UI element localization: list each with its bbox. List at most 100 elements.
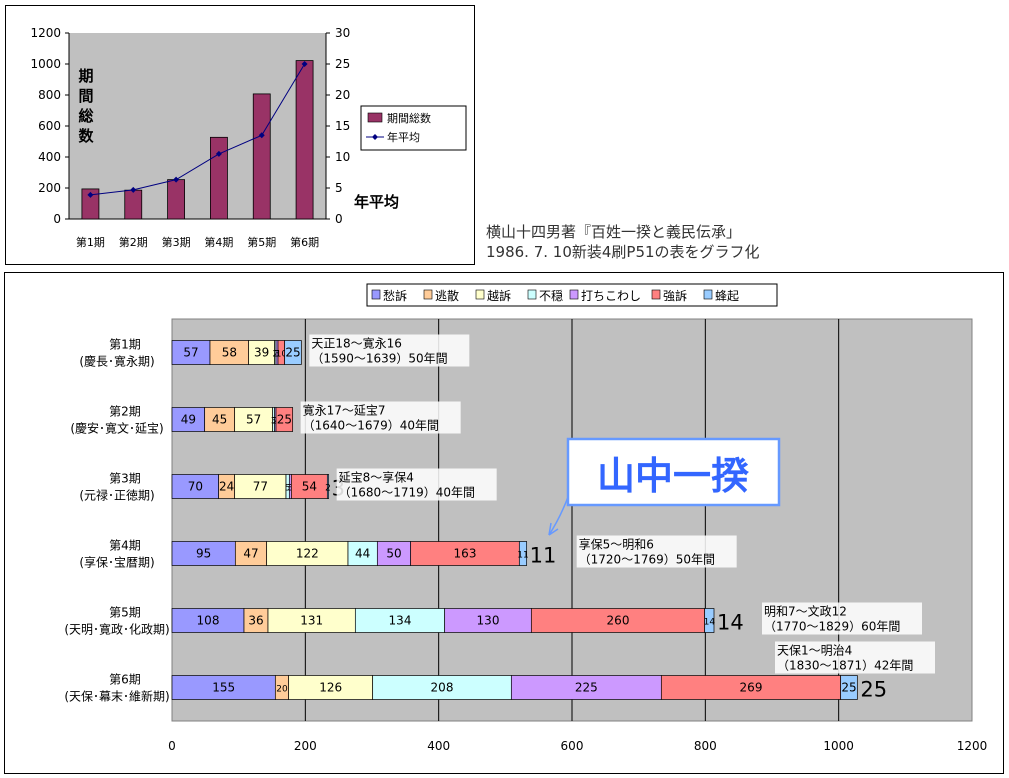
segment-value-label: 14: [704, 618, 716, 628]
period-note-range: 天保1～明治4: [777, 644, 852, 658]
category-sublabel: (享保･宝暦期): [79, 555, 154, 570]
segment-value-label: 25: [277, 413, 292, 427]
bar-segment: [234, 474, 287, 499]
callout: 山中一揆: [548, 437, 781, 536]
segment-value-label: 58: [222, 346, 237, 360]
legend-swatch: [703, 289, 713, 300]
breakdown-chart-panel: 0 200 400 600 800 1000 1200 愁訴 逃散 越訴 不穏 打ちこわし 強訴 蜂起 第1…: [4, 272, 1004, 774]
category-sublabel: (天明･寛政･化政期): [64, 622, 169, 637]
bar-segment: [444, 608, 532, 633]
bar-segment: [518, 541, 528, 566]
x-tick-label: 800: [694, 739, 717, 753]
segment-value-label: 70: [188, 480, 203, 494]
left-tick-label: 400: [38, 150, 61, 164]
bar-segment: [171, 340, 211, 365]
period-note-range: 享保5～明和6: [579, 537, 654, 552]
period-note-box: [762, 602, 922, 635]
bar-segment: [284, 340, 302, 365]
left-tick-label: 800: [38, 88, 61, 102]
segment-value-label: 49: [181, 413, 196, 427]
segment-value-label: 20: [276, 685, 288, 695]
bar-segment: [354, 608, 446, 633]
legend-label: 愁訴: [383, 288, 407, 303]
x-tick-label: 0: [168, 739, 176, 753]
trailing-value-label: 25: [860, 678, 887, 702]
left-tick-label: 1200: [30, 26, 61, 40]
caption-line-1: 横山十四男著『百姓一揆と義民伝承」: [486, 223, 742, 241]
bar-segment: [376, 541, 412, 566]
period-note-box: [309, 334, 470, 367]
segment-value-label: 108: [197, 614, 220, 628]
segment-value-label: 3: [274, 350, 280, 360]
bar-segment: [243, 608, 269, 633]
period-note-range: 明和7～文政12: [764, 604, 847, 619]
segment-value-label: 45: [212, 413, 227, 427]
x-tick-label: 1200: [957, 739, 988, 753]
period-note-box: [775, 641, 935, 674]
bar-segment: [234, 407, 274, 432]
right-axis-title: 年平均: [354, 193, 399, 211]
category-label: 第4期: [204, 235, 233, 249]
segment-value-label: 2: [272, 350, 278, 360]
right-tick-label: 25: [335, 57, 350, 71]
x-tick-label: 1000: [823, 739, 854, 753]
period-note-box: [300, 401, 461, 434]
segment-value-label: 57: [183, 346, 198, 360]
category-sublabel: (慶長･寛永期): [79, 354, 154, 369]
bar: [252, 93, 271, 220]
segment-value-label: 44: [355, 547, 370, 561]
trailing-value-label: 11: [530, 544, 557, 568]
right-tick-label: 5: [335, 181, 343, 195]
legend-swatch-bar: [367, 112, 383, 123]
segment-value-label: 11: [517, 551, 528, 561]
period-note-years: （1590～1639）50年間: [311, 352, 447, 366]
segment-value-label: 269: [740, 681, 763, 695]
breakdown-chart: 0 200 400 600 800 1000 1200 愁訴 逃散 越訴 不穏 打ちこわし 強訴 蜂起第1…: [64, 283, 988, 753]
legend-marker: [372, 134, 378, 140]
right-tick-label: 20: [335, 88, 350, 102]
summary-chart-panel: 0 200 400 600 800 1000 1200 0 5 10 15 20 25 30 期間総数年平均…: [5, 5, 475, 265]
category-label: 第3期: [162, 235, 191, 249]
segment-value-label: 155: [212, 681, 235, 695]
bar-segment: [171, 608, 245, 633]
callout-text: 山中一揆: [597, 454, 749, 498]
bar-segment: [326, 474, 330, 499]
segment-value-label: 47: [243, 547, 258, 561]
period-note-range: 延宝8～享保4: [339, 470, 414, 485]
segment-value-label: 77: [253, 480, 268, 494]
left-axis-title-char: 期: [78, 67, 93, 85]
segment-value-label: 25: [841, 681, 856, 695]
category-sublabel: (元禄･正徳期): [79, 488, 154, 503]
segment-value-label: 2: [272, 417, 278, 427]
segment-value-label: 50: [386, 547, 401, 561]
bar: [167, 179, 185, 220]
left-tick-label: 600: [38, 119, 61, 133]
caption-line-2: 1986. 7. 10新装4刷P51の表をグラフ化: [486, 243, 760, 261]
category-label: 第6期: [290, 235, 319, 249]
segment-value-label: 126: [319, 681, 342, 695]
legend-label: 逃散: [435, 288, 459, 303]
segment-value-label: 3: [271, 417, 277, 427]
segment-value-label: 130: [477, 614, 500, 628]
category-label: 第4期: [109, 539, 141, 553]
period-note-box: [336, 468, 497, 501]
category-label: 第1期: [109, 338, 141, 352]
bar: [295, 60, 314, 220]
segment-value-label: 163: [454, 547, 477, 561]
period-note-years: （1770～1829）60年間: [764, 620, 900, 634]
legend: 愁訴 逃散 越訴 不穏 打ちこわし 強訴 蜂起: [366, 283, 778, 307]
period-note-range: 寛永17～延宝7: [303, 403, 386, 418]
segment-value-label: 260: [607, 614, 630, 628]
segment-value-label: 36: [248, 614, 263, 628]
bar-segment: [510, 675, 662, 700]
category-label: 第6期: [109, 673, 141, 687]
callout-box: [566, 437, 781, 507]
segment-value-label: 131: [300, 614, 323, 628]
summary-chart: 020040060080010001200051015202530期間総数年平均…: [30, 26, 467, 249]
period-note-box: [576, 535, 737, 568]
segment-value-label: 95: [196, 547, 211, 561]
right-tick-label: 30: [335, 26, 350, 40]
segment-value-label: 24: [219, 480, 234, 494]
legend-label: 越訴: [487, 288, 511, 303]
